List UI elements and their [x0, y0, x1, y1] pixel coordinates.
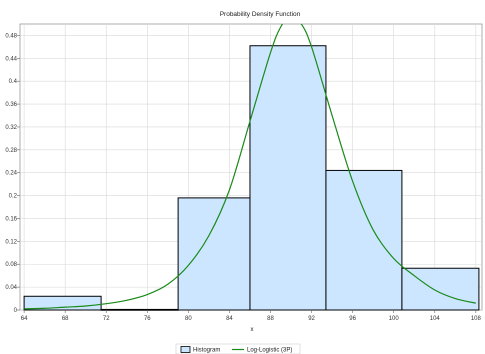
histogram-bar: [249, 45, 327, 311]
x-tick-label: 96: [349, 316, 356, 322]
histogram-bar: [100, 308, 179, 311]
x-tick-label: 76: [144, 316, 151, 322]
x-tick-label: 100: [389, 316, 400, 322]
y-tick-label: 0.44: [5, 56, 17, 62]
legend-curve-label: Log-Logistic (3P): [247, 348, 292, 354]
x-tick-label: 72: [103, 316, 110, 322]
histogram-bar: [401, 267, 480, 311]
chart-title: Probability Density Function: [220, 11, 301, 18]
x-tick-label: 104: [430, 316, 441, 322]
histogram-bars: [23, 45, 480, 311]
y-tick-label: 0.4: [9, 79, 18, 85]
x-axis-title: x: [251, 327, 254, 333]
x-tick-label: 92: [308, 316, 315, 322]
x-axis-ticks: 64 68 72 76 80 84 88 92 96 100 104 108: [21, 310, 482, 322]
legend-histogram-swatch: [180, 346, 191, 353]
y-tick-label: 0.36: [5, 102, 17, 108]
legend-histogram-label: Histogram: [193, 348, 220, 354]
histogram-bar: [177, 197, 251, 311]
x-tick-label: 80: [185, 316, 192, 322]
histogram-bar: [23, 295, 102, 311]
y-axis-ticks: 0 0.04 0.08 0.12 0.16 0.2 0.24 0.28 0.32 0.36 0.4 0…: [5, 33, 20, 314]
legend: Histogram Log-Logistic (3P): [175, 343, 301, 354]
x-tick-label: 64: [21, 316, 28, 322]
distribution-curve: [24, 24, 476, 310]
y-tick-label: 0.08: [5, 262, 17, 268]
x-tick-label: 88: [267, 316, 274, 322]
y-tick-label: 0.16: [5, 216, 17, 222]
y-tick-label: 0.12: [5, 239, 17, 245]
x-tick-label: 68: [62, 316, 69, 322]
y-tick-label: 0.04: [5, 285, 17, 291]
x-tick-label: 108: [471, 316, 482, 322]
y-tick-label: 0.28: [5, 148, 17, 154]
y-tick-label: 0: [14, 308, 18, 314]
histogram-bar: [325, 169, 403, 311]
y-tick-label: 0.24: [5, 171, 17, 177]
y-tick-label: 0.2: [9, 194, 18, 200]
y-tick-label: 0.48: [5, 33, 17, 39]
x-tick-label: 84: [226, 316, 233, 322]
log-logistic-curve: [24, 24, 476, 310]
y-tick-label: 0.32: [5, 125, 17, 131]
